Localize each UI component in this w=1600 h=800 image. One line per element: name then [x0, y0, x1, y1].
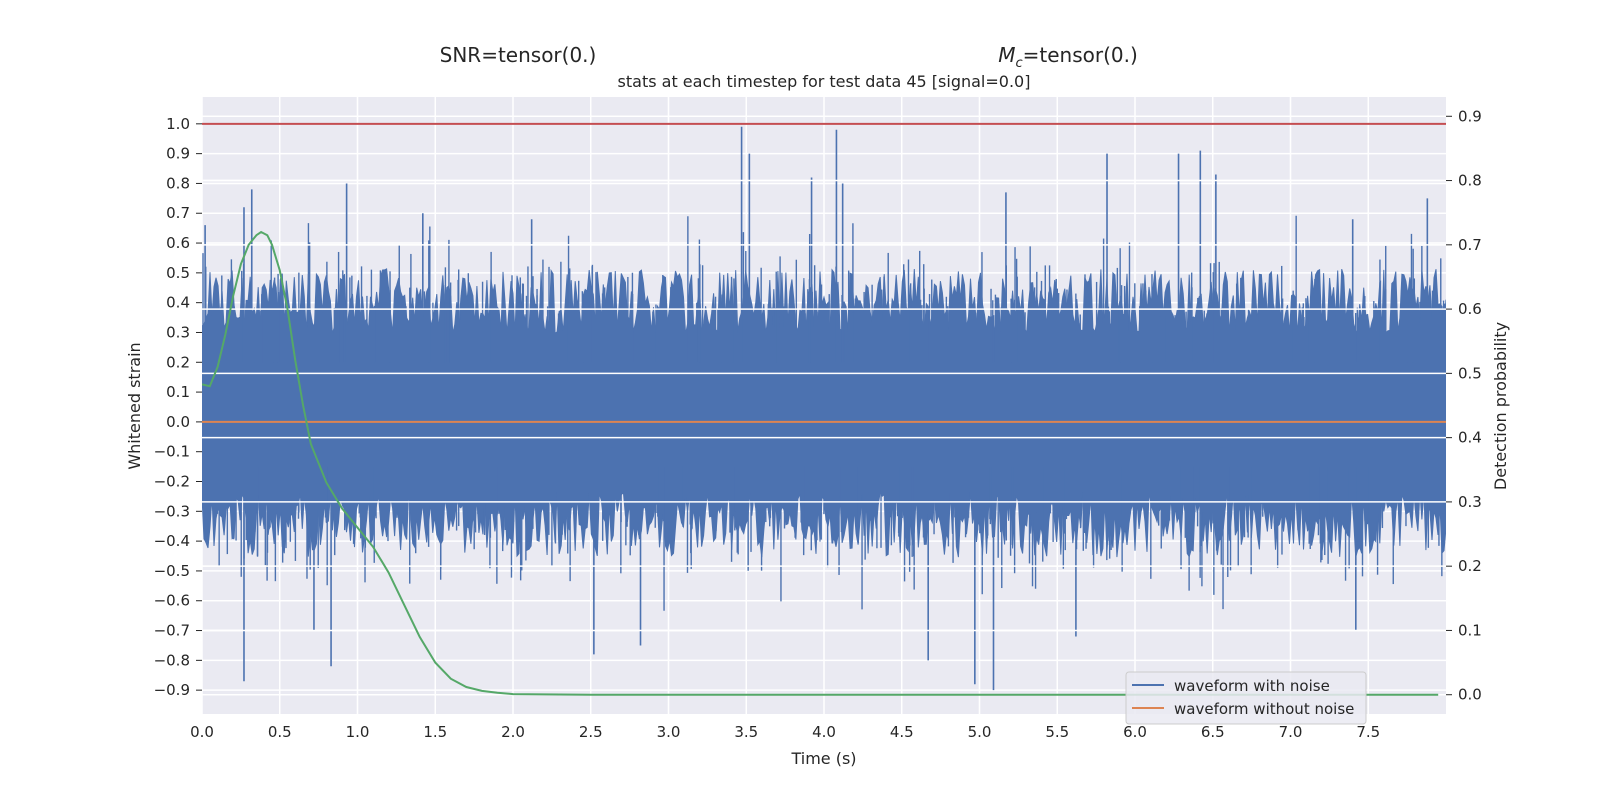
x-tick-label: 5.0	[968, 723, 992, 741]
right-y-tick-label: 0.5	[1458, 364, 1482, 382]
y-tick-label: 1.0	[166, 115, 190, 133]
y-tick-label: 0.2	[166, 353, 190, 371]
legend-box	[1125, 671, 1367, 725]
right-y-tick-label: 0.1	[1458, 621, 1482, 639]
right-y-axis-label: Detection probability	[1491, 322, 1510, 490]
x-tick-label: 5.5	[1045, 723, 1069, 741]
y-tick-label: −0.3	[154, 502, 190, 520]
y-tick-label: 0.7	[166, 204, 190, 222]
y-tick-label: −0.7	[154, 622, 190, 640]
legend: waveform with noise waveform without noi…	[1125, 671, 1367, 725]
y-tick-label: −0.6	[154, 592, 190, 610]
x-tick-label: 0.0	[190, 723, 214, 741]
x-tick-label: 4.0	[812, 723, 836, 741]
chart-title: stats at each timestep for test data 45 …	[618, 72, 1031, 91]
x-tick-label: 1.5	[423, 723, 447, 741]
x-tick-label: 3.5	[734, 723, 758, 741]
noise-spikes	[202, 115, 1446, 696]
y-tick-label: −0.9	[154, 681, 190, 699]
x-tick-label: 6.5	[1201, 723, 1225, 741]
x-tick-label: 4.5	[890, 723, 914, 741]
x-tick-label: 6.0	[1123, 723, 1147, 741]
right-y-tick-label: 0.0	[1458, 686, 1482, 704]
y-tick-label: 0.9	[166, 145, 190, 163]
right-y-tick-labels: 0.9 0.8 0.7 0.6 0.5 0.4 0.3 0.2 0.1 0.0	[1446, 107, 1482, 704]
y-tick-label: −0.4	[154, 532, 190, 550]
x-tick-label: 7.0	[1279, 723, 1303, 741]
y-axis-label: Whitened strain	[125, 342, 144, 469]
x-tick-label: 3.0	[657, 723, 681, 741]
right-y-tick-label: 0.3	[1458, 493, 1482, 511]
y-tick-label: 0.0	[166, 413, 190, 431]
series-detection-probability	[202, 230, 1439, 696]
right-y-tick-label: 0.7	[1458, 236, 1482, 254]
snr-annotation: SNR=tensor(0.)	[440, 43, 597, 67]
x-axis-label: Time (s)	[790, 749, 856, 768]
y-tick-labels: 1.0 0.9 0.8 0.7 0.6 0.5 0.4 0.3 0.2 0.1 0.0 −0.1 −0.…	[154, 115, 202, 699]
chirp-mass-annotation: Mc=tensor(0.)	[998, 43, 1138, 71]
y-tick-label: −0.2	[154, 473, 190, 491]
x-tick-labels: 0.0 0.5 1.0 1.5 2.0 2.5 3.0 3.5 4.0 4.5 5.0 5.5 6.0 6…	[190, 723, 1380, 741]
x-tick-label: 1.0	[346, 723, 370, 741]
right-y-tick-label: 0.8	[1458, 172, 1482, 190]
y-tick-label: −0.5	[154, 562, 190, 580]
y-tick-label: 0.4	[166, 294, 190, 312]
y-tick-label: 0.3	[166, 323, 190, 341]
y-tick-label: 0.1	[166, 383, 190, 401]
right-y-tick-label: 0.4	[1458, 429, 1482, 447]
y-tick-label: 0.5	[166, 264, 190, 282]
x-tick-label: 2.5	[579, 723, 603, 741]
x-tick-label: 7.5	[1356, 723, 1380, 741]
right-y-tick-label: 0.9	[1458, 107, 1482, 125]
right-y-tick-label: 0.6	[1458, 300, 1482, 318]
legend-label-clean: waveform without noise	[1174, 700, 1354, 718]
right-y-tick-label: 0.2	[1458, 557, 1482, 575]
y-tick-label: 0.8	[166, 174, 190, 192]
x-tick-label: 0.5	[268, 723, 292, 741]
x-tick-label: 2.0	[501, 723, 525, 741]
y-tick-label: −0.1	[154, 443, 190, 461]
legend-label-noise: waveform with noise	[1174, 677, 1330, 695]
y-tick-label: 0.6	[166, 234, 190, 252]
y-tick-label: −0.8	[154, 651, 190, 669]
